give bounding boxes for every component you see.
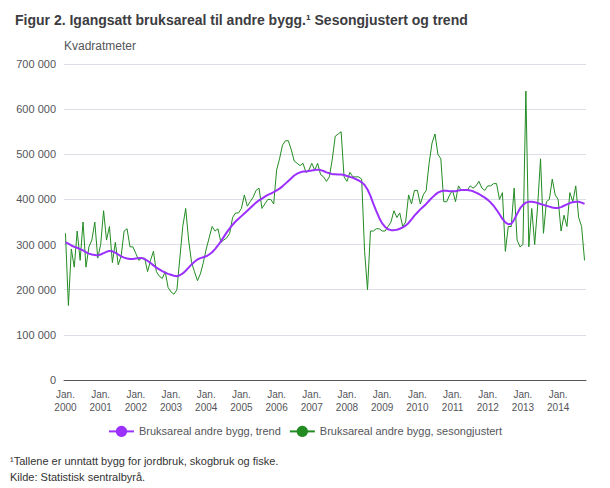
svg-text:Jan.: Jan. (91, 389, 110, 400)
svg-text:0: 0 (50, 374, 56, 386)
svg-text:2002: 2002 (125, 402, 148, 413)
svg-text:600 000: 600 000 (16, 103, 56, 115)
svg-text:Jan.: Jan. (162, 389, 181, 400)
svg-text:Kvadratmeter: Kvadratmeter (64, 39, 136, 53)
svg-text:Bruksareal andre bygg, sesongj: Bruksareal andre bygg, sesongjustert (320, 425, 502, 437)
svg-text:2005: 2005 (230, 402, 253, 413)
svg-text:2003: 2003 (160, 402, 183, 413)
svg-text:500 000: 500 000 (16, 148, 56, 160)
svg-text:300 000: 300 000 (16, 239, 56, 251)
svg-text:Jan.: Jan. (56, 389, 75, 400)
svg-text:Jan.: Jan. (232, 389, 251, 400)
svg-text:2008: 2008 (336, 402, 359, 413)
svg-text:2012: 2012 (477, 402, 500, 413)
svg-text:Jan.: Jan. (197, 389, 216, 400)
svg-text:2013: 2013 (512, 402, 535, 413)
svg-text:2014: 2014 (547, 402, 570, 413)
svg-text:Figur 2. Igangsatt bruksareal: Figur 2. Igangsatt bruksareal til andre … (15, 12, 468, 28)
svg-text:700 000: 700 000 (16, 58, 56, 70)
svg-text:Kilde: Statistisk sentralbyrå.: Kilde: Statistisk sentralbyrå. (10, 471, 145, 483)
svg-text:Jan.: Jan. (338, 389, 357, 400)
svg-text:2004: 2004 (195, 402, 218, 413)
svg-text:2009: 2009 (371, 402, 394, 413)
svg-text:2000: 2000 (54, 402, 77, 413)
svg-text:400 000: 400 000 (16, 193, 56, 205)
svg-text:Bruksareal andre bygg, trend: Bruksareal andre bygg, trend (139, 425, 281, 437)
svg-text:Jan.: Jan. (549, 389, 568, 400)
svg-text:2006: 2006 (265, 402, 288, 413)
svg-text:Jan.: Jan. (443, 389, 462, 400)
svg-text:Jan.: Jan. (408, 389, 427, 400)
svg-text:200 000: 200 000 (16, 284, 56, 296)
svg-text:Jan.: Jan. (513, 389, 532, 400)
svg-text:Jan.: Jan. (302, 389, 321, 400)
svg-text:100 000: 100 000 (16, 329, 56, 341)
svg-text:2010: 2010 (406, 402, 429, 413)
svg-text:Jan.: Jan. (126, 389, 145, 400)
svg-text:Jan.: Jan. (267, 389, 286, 400)
svg-text:2011: 2011 (442, 402, 464, 413)
svg-text:¹Tallene er unntatt bygg for j: ¹Tallene er unntatt bygg for jordbruk, s… (10, 455, 278, 467)
svg-text:Jan.: Jan. (373, 389, 392, 400)
svg-text:2007: 2007 (301, 402, 324, 413)
svg-text:2001: 2001 (90, 402, 113, 413)
svg-text:Jan.: Jan. (478, 389, 497, 400)
